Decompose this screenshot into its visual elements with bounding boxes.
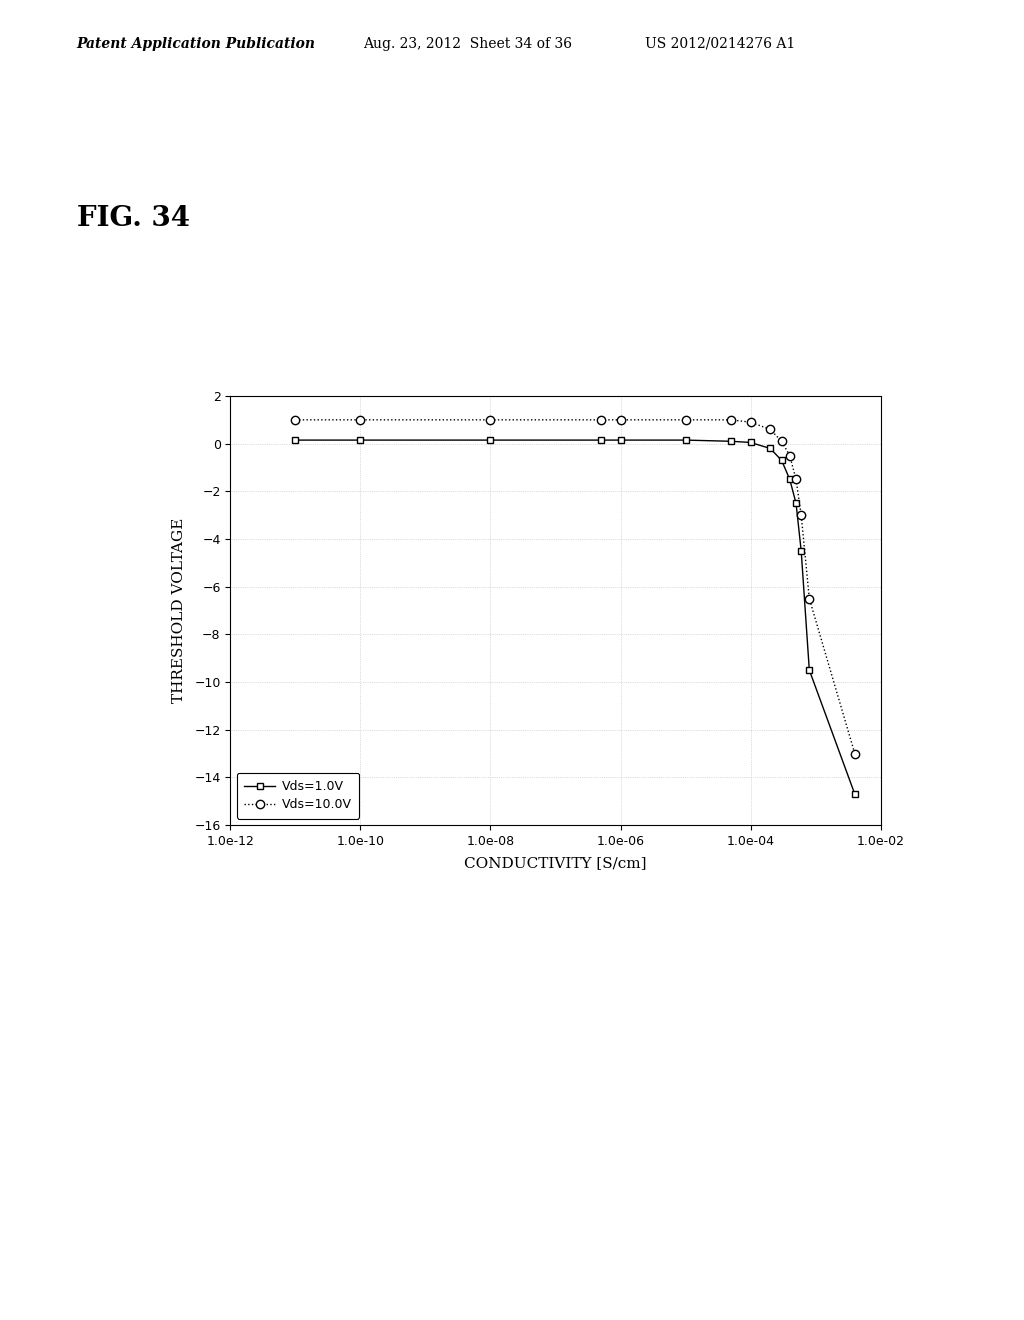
Vds=1.0V <box>744 434 757 450</box>
Vds=10.0V <box>744 414 757 430</box>
Vds=10.0V <box>484 412 497 428</box>
Vds=10.0V <box>849 746 861 762</box>
Vds=10.0V <box>803 590 815 606</box>
Text: US 2012/0214276 A1: US 2012/0214276 A1 <box>645 37 796 51</box>
X-axis label: CONDUCTIVITY [S∕cm]: CONDUCTIVITY [S∕cm] <box>464 857 647 870</box>
Line: Vds=10.0V: Vds=10.0V <box>291 416 859 758</box>
Vds=10.0V <box>775 433 787 449</box>
Text: FIG. 34: FIG. 34 <box>77 205 189 231</box>
Vds=10.0V <box>614 412 627 428</box>
Text: Aug. 23, 2012  Sheet 34 of 36: Aug. 23, 2012 Sheet 34 of 36 <box>364 37 572 51</box>
Vds=10.0V <box>595 412 607 428</box>
Vds=10.0V <box>790 471 802 487</box>
Vds=10.0V <box>725 412 737 428</box>
Y-axis label: THRESHOLD VOLTAGE: THRESHOLD VOLTAGE <box>172 517 186 704</box>
Vds=10.0V <box>764 421 776 437</box>
Vds=10.0V <box>795 507 807 523</box>
Vds=1.0V <box>290 432 302 447</box>
Legend: Vds=1.0V, Vds=10.0V: Vds=1.0V, Vds=10.0V <box>237 772 359 818</box>
Vds=10.0V <box>680 412 692 428</box>
Vds=1.0V <box>790 495 802 511</box>
Line: Vds=1.0V: Vds=1.0V <box>292 437 858 797</box>
Vds=1.0V <box>764 441 776 457</box>
Vds=1.0V <box>354 432 367 447</box>
Text: Patent Application Publication: Patent Application Publication <box>77 37 315 51</box>
Vds=1.0V <box>484 432 497 447</box>
Vds=1.0V <box>795 543 807 558</box>
Vds=10.0V <box>783 447 796 463</box>
Vds=1.0V <box>849 787 861 803</box>
Vds=1.0V <box>775 453 787 469</box>
Vds=1.0V <box>783 471 796 487</box>
Vds=1.0V <box>614 432 627 447</box>
Vds=1.0V <box>595 432 607 447</box>
Vds=1.0V <box>680 432 692 447</box>
Vds=1.0V <box>803 663 815 678</box>
Vds=1.0V <box>725 433 737 449</box>
Vds=10.0V <box>290 412 302 428</box>
Vds=10.0V <box>354 412 367 428</box>
